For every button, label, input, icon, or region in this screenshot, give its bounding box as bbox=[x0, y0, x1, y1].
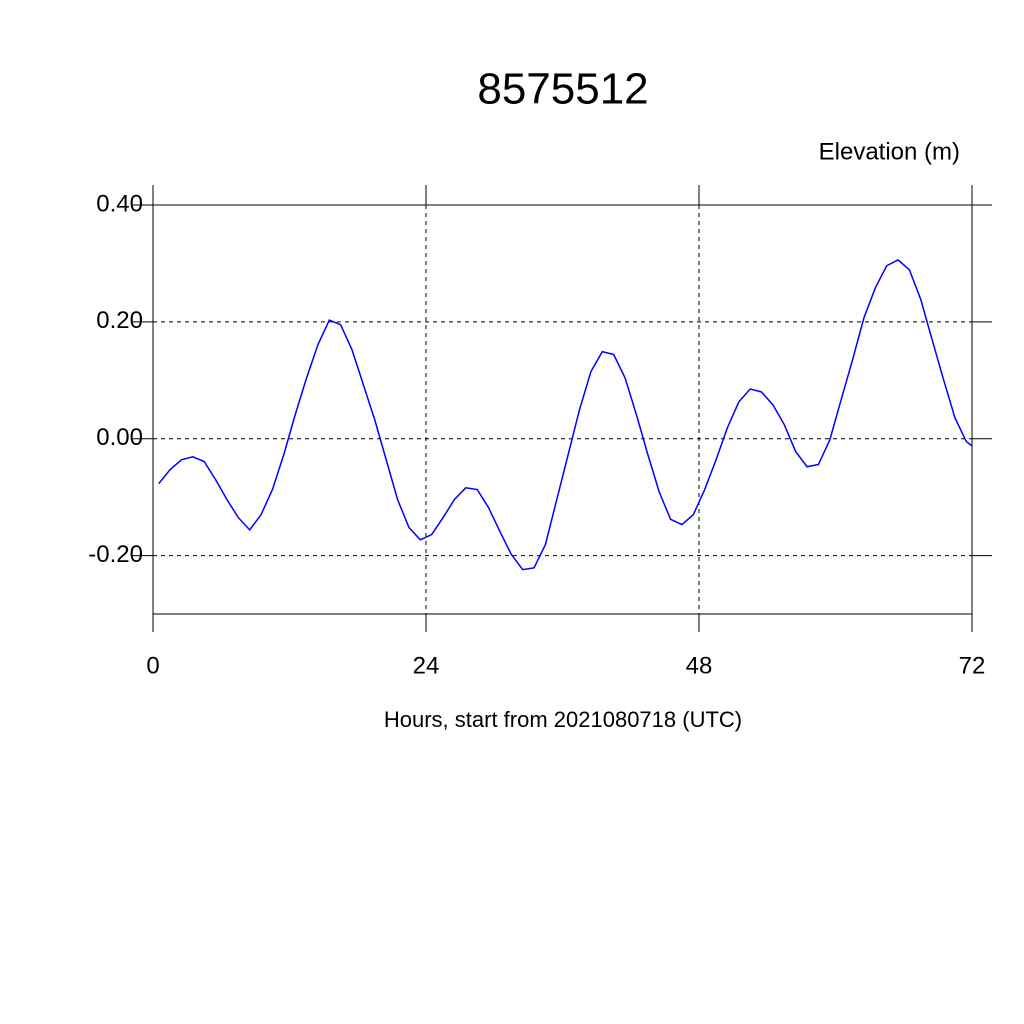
plot-frame bbox=[152, 204, 973, 615]
chart-title: 8575512 bbox=[477, 65, 648, 114]
chart-subtitle: Elevation (m) bbox=[819, 138, 960, 165]
x-axis-label: Hours, start from 2021080718 (UTC) bbox=[384, 707, 742, 732]
y-tick-label: 0.00 bbox=[96, 424, 143, 451]
x-tick-label: 48 bbox=[686, 652, 713, 679]
data-line bbox=[158, 259, 973, 571]
x-tick-label: 24 bbox=[413, 652, 440, 679]
y-tick-label: 0.20 bbox=[96, 307, 143, 334]
x-tick-label: 0 bbox=[146, 652, 159, 679]
y-tick-label: -0.20 bbox=[88, 541, 143, 568]
y-tick-label: 0.40 bbox=[96, 190, 143, 217]
x-tick-label: 72 bbox=[959, 652, 986, 679]
